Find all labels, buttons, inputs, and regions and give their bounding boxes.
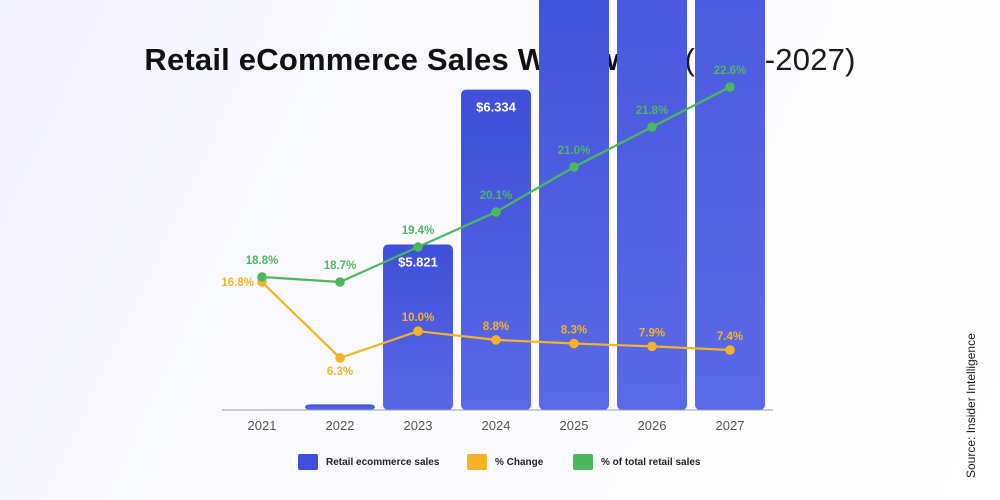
pct-change-label-2026: 7.9%: [639, 327, 665, 339]
pct-change-label-2023: 10.0%: [402, 312, 435, 324]
x-tick-label-2025: 2025: [560, 418, 589, 433]
x-tick-label-2021: 2021: [248, 418, 277, 433]
x-tick-label-2024: 2024: [482, 418, 511, 433]
bar-label-2024: $6.334: [476, 100, 517, 115]
pct-total-label-2024: 20.1%: [480, 190, 513, 202]
pct-total-point-2026: [647, 122, 657, 132]
bar-2027: [695, 0, 765, 410]
pct-total-point-2024: [491, 207, 501, 217]
bar-2025: [539, 0, 609, 410]
x-tick-label-2022: 2022: [326, 418, 355, 433]
pct-total-label-2021: 18.8%: [246, 255, 279, 267]
pct-total-label-2025: 21.0%: [558, 145, 591, 157]
pct-total-label-2022: 18.7%: [324, 260, 357, 272]
pct-change-label-2025: 8.3%: [561, 324, 587, 336]
pct-total-point-2027: [725, 82, 735, 92]
source-note: Source: Insider Intelligence: [964, 333, 978, 478]
pct-change-label-2027: 7.4%: [717, 331, 743, 343]
pct-total-point-2021: [257, 272, 267, 282]
pct-total-label-2026: 21.8%: [636, 105, 669, 117]
x-tick-label-2023: 2023: [404, 418, 433, 433]
legend-swatch-pct-change: [467, 454, 487, 470]
bar-2026: [617, 0, 687, 410]
pct-total-label-2023: 19.4%: [402, 225, 435, 237]
pct-total-point-2025: [569, 162, 579, 172]
legend-item-ecommerce-sales: Retail ecommerce sales: [298, 454, 439, 470]
legend-item-pct-total: % of total retail sales: [573, 454, 700, 470]
pct-change-point-2027: [725, 345, 735, 355]
pct-change-label-2022: 6.3%: [327, 366, 353, 378]
pct-change-point-2024: [491, 335, 501, 345]
bar-2024: [461, 89, 531, 410]
legend-label-pct-total: % of total retail sales: [601, 456, 701, 468]
bar-2022: [305, 404, 375, 410]
pct-change-point-2023: [413, 326, 423, 337]
x-tick-label-2026: 2026: [638, 418, 667, 433]
legend-label-ecommerce-sales: Retail ecommerce sales: [326, 456, 440, 468]
pct-change-point-2026: [647, 341, 657, 352]
legend-swatch-pct-total: [573, 454, 593, 470]
bar-label-2023: $5.821: [398, 255, 438, 270]
x-tick-label-2027: 2027: [716, 418, 745, 433]
pct-total-point-2023: [413, 242, 423, 252]
legend-label-pct-change: % Change: [495, 456, 544, 468]
pct-total-label-2027: 22.6%: [714, 65, 747, 77]
pct-change-point-2022: [335, 353, 345, 363]
pct-change-label-2021: 16.8%: [221, 277, 254, 289]
bar-label-2022: $5.292: [320, 414, 360, 429]
pct-change-label-2024: 8.8%: [483, 321, 509, 333]
chart-legend: Retail ecommerce sales % Change % of tot…: [0, 454, 1000, 474]
legend-item-pct-change: % Change: [467, 454, 543, 470]
pct-total-point-2022: [335, 277, 345, 287]
pct-change-point-2025: [569, 338, 579, 349]
legend-swatch-ecommerce-sales: [298, 454, 318, 470]
